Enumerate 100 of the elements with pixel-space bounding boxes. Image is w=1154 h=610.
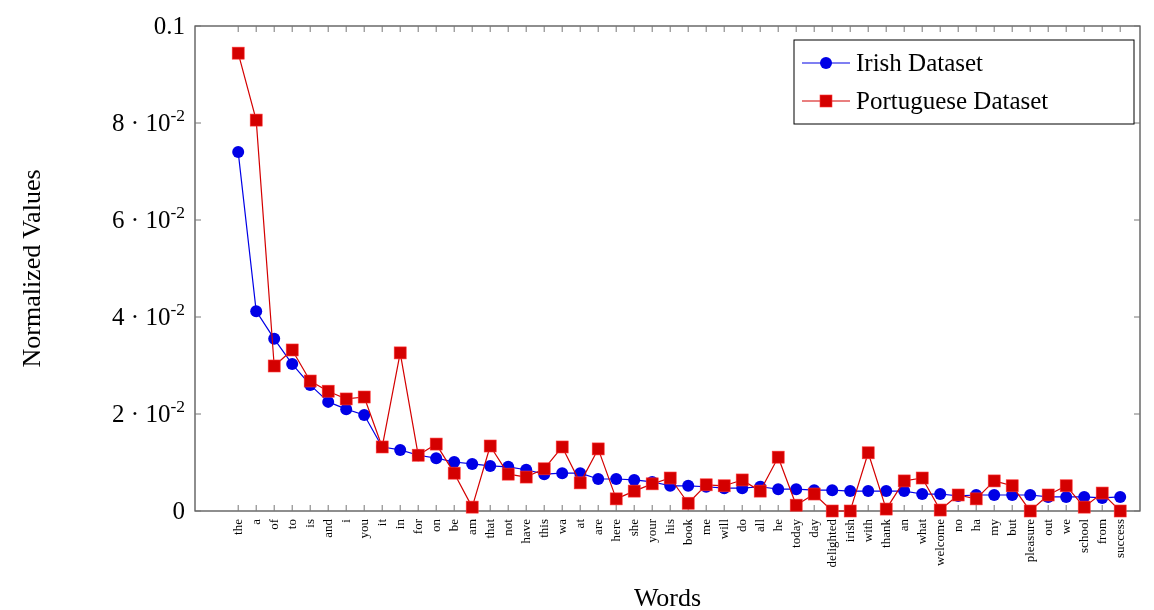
x-tick-label: delighted xyxy=(824,518,840,568)
y-axis-title: Normalized Values xyxy=(17,169,46,368)
point xyxy=(969,492,983,506)
x-tick-label: at xyxy=(572,518,588,529)
point xyxy=(501,467,515,481)
x-tick-label: what xyxy=(914,518,930,545)
x-tick-label: on xyxy=(428,518,444,532)
point xyxy=(592,472,605,485)
point xyxy=(609,492,623,506)
x-tick-label: not xyxy=(500,518,516,536)
x-tick-label: and xyxy=(320,518,336,538)
point xyxy=(879,502,893,516)
point xyxy=(358,408,371,421)
x-tick-label: have xyxy=(518,518,534,544)
x-tick-label: be xyxy=(446,518,462,532)
x-tick-label: to xyxy=(284,519,300,530)
point xyxy=(231,46,245,60)
x-axis-title: Words xyxy=(633,583,702,610)
point xyxy=(555,440,569,454)
point xyxy=(915,471,929,485)
x-tick-label: success xyxy=(1112,519,1128,558)
x-tick-label: you xyxy=(356,518,372,539)
x-tick-label: an xyxy=(896,518,912,532)
point xyxy=(681,496,695,510)
x-tick-label: is xyxy=(302,519,318,528)
x-tick-label: me xyxy=(698,518,714,535)
point xyxy=(232,146,245,159)
point xyxy=(519,470,533,484)
x-tick-label: welcome xyxy=(932,518,948,566)
point xyxy=(1060,490,1073,503)
x-tick-label: today xyxy=(788,518,804,548)
point xyxy=(483,439,497,453)
point xyxy=(447,466,461,480)
point xyxy=(933,503,947,517)
point xyxy=(430,452,443,465)
point xyxy=(987,474,1001,488)
y-tick-label: 6 · 10$^{-2}$ xyxy=(112,202,185,233)
point xyxy=(663,471,677,485)
point xyxy=(267,359,281,373)
point xyxy=(465,500,479,514)
x-tick-label: of xyxy=(266,518,282,530)
point xyxy=(1059,479,1073,493)
x-tick-label: irish xyxy=(842,518,858,543)
point xyxy=(934,488,947,501)
x-tick-label: in xyxy=(392,518,408,530)
point xyxy=(753,484,767,498)
point xyxy=(573,476,587,490)
point xyxy=(790,483,803,496)
x-tick-label: i xyxy=(338,518,354,523)
point xyxy=(591,442,605,456)
point xyxy=(339,392,353,406)
x-tick-label: here xyxy=(608,518,624,542)
point xyxy=(285,343,299,357)
x-tick-label: for xyxy=(410,518,426,535)
point xyxy=(357,390,371,404)
x-tick-label: with xyxy=(860,518,876,543)
y-tick-label: 0 xyxy=(172,497,185,524)
x-tick-label: will xyxy=(716,518,732,540)
point xyxy=(844,485,857,498)
x-tick-label: that xyxy=(482,518,498,539)
point xyxy=(735,473,749,487)
x-tick-label: thank xyxy=(878,518,894,548)
point xyxy=(772,483,785,496)
point xyxy=(286,358,299,371)
x-tick-label: wa xyxy=(554,518,570,535)
x-tick-label: she xyxy=(626,518,642,537)
point xyxy=(843,504,857,518)
x-tick-label: we xyxy=(1058,518,1074,535)
point xyxy=(1114,490,1127,503)
x-tick-label: but xyxy=(1004,518,1020,536)
point xyxy=(862,485,875,498)
point xyxy=(826,484,839,497)
point xyxy=(1113,504,1127,518)
point xyxy=(771,450,785,464)
y-tick-label: 2 · 10$^{-2}$ xyxy=(112,396,185,427)
x-tick-label: school xyxy=(1076,518,1092,553)
x-tick-label: book xyxy=(680,518,696,545)
x-tick-label: out xyxy=(1040,518,1056,536)
x-tick-label: it xyxy=(374,518,390,527)
x-tick-label: the xyxy=(230,518,246,535)
point xyxy=(825,504,839,518)
point xyxy=(466,457,479,470)
x-tick-label: are xyxy=(590,518,606,535)
point xyxy=(394,443,407,456)
point xyxy=(1077,500,1091,514)
point xyxy=(321,384,335,398)
x-tick-label: ha xyxy=(968,518,984,532)
point xyxy=(249,113,263,127)
point xyxy=(1023,504,1037,518)
y-tick-label: 8 · 10$^{-2}$ xyxy=(112,105,185,136)
point xyxy=(429,437,443,451)
point xyxy=(448,456,461,469)
y-tick-label: 4 · 10$^{-2}$ xyxy=(112,299,185,330)
y-tick-label: 0.1 xyxy=(153,12,185,39)
point xyxy=(807,487,821,501)
x-tick-label: your xyxy=(644,518,660,543)
x-tick-label: this xyxy=(536,519,552,538)
point xyxy=(897,474,911,488)
point xyxy=(916,488,929,501)
x-tick-label: no xyxy=(950,519,966,532)
